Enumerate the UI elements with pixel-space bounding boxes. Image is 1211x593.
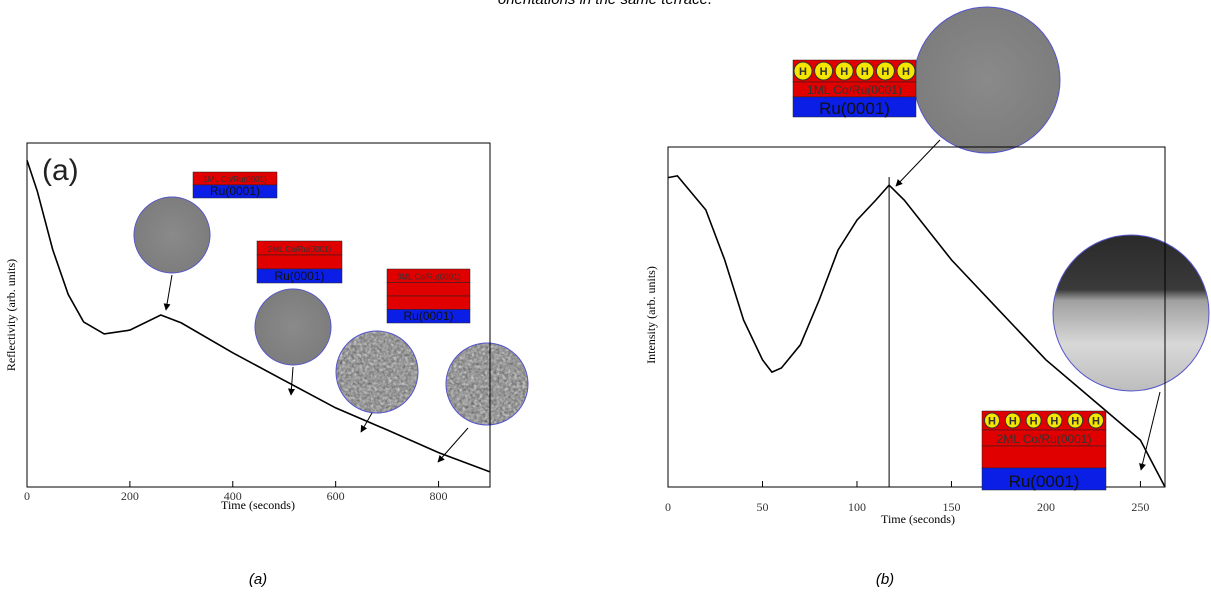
- adsorbate-label: H: [1050, 416, 1058, 428]
- adsorbate: [875, 61, 895, 81]
- adsorbate-label: H: [988, 416, 996, 428]
- x-tick-label: 50: [756, 500, 768, 514]
- plot-frame: [667, 146, 1166, 488]
- data-line: [26, 159, 491, 473]
- layer-label: 3ML Co/Ru(0001): [397, 273, 461, 282]
- arrows: [895, 139, 1161, 471]
- leem-image: [913, 6, 1061, 154]
- adsorbate: [793, 61, 813, 81]
- y-axis-label: Intensity (arb. units): [644, 266, 658, 364]
- x-axis-label: Time (seconds): [881, 512, 955, 526]
- adsorbate: [984, 412, 1000, 429]
- adsorbate-layer: [981, 410, 1107, 431]
- layer-label: 1ML Co/Ru(0001): [203, 175, 267, 184]
- adsorbate: [855, 61, 875, 81]
- ru-layer: [386, 309, 471, 324]
- ru-layer: [192, 184, 278, 199]
- adsorbate: [834, 61, 854, 81]
- layer-label: Ru(0001): [1009, 472, 1080, 491]
- ru-layer: [981, 467, 1107, 491]
- adsorbate-label: H: [902, 66, 910, 78]
- x-tick-label: 600: [327, 489, 345, 503]
- x-tick-label: 150: [942, 500, 960, 514]
- plot-frame: [26, 142, 491, 488]
- x-tick-label: 200: [121, 489, 139, 503]
- adsorbate: [1046, 412, 1063, 429]
- x-tick-label: 400: [224, 489, 242, 503]
- adsorbate: [1004, 412, 1021, 429]
- adsorbate: [1088, 412, 1104, 429]
- image-border: [445, 342, 529, 426]
- co-layer: [386, 295, 471, 310]
- leem-image: [1052, 234, 1210, 392]
- x-axis-label: Time (seconds): [221, 498, 295, 512]
- x-tick-label: 0: [665, 500, 671, 514]
- co-layer: [981, 445, 1107, 469]
- x-tick-label: 100: [848, 500, 866, 514]
- leem-image: [446, 343, 528, 425]
- leem-image: [133, 196, 211, 274]
- subfigure-label: (b): [876, 571, 894, 588]
- ru-layer: [792, 96, 917, 118]
- adsorbate-label: H: [1071, 416, 1079, 428]
- adsorbate-label: H: [820, 66, 828, 78]
- arrows: [163, 274, 469, 463]
- co-layer: [386, 282, 471, 297]
- layer-label: Ru(0001): [403, 309, 453, 323]
- leem-image: [254, 288, 332, 366]
- caption: orientations in the same terrace.: [498, 0, 712, 8]
- adsorbate-label: H: [840, 66, 848, 78]
- panel-label: (a): [42, 154, 79, 187]
- x-tick-label: 800: [430, 489, 448, 503]
- layer-label: 2ML Co/Ru(0001): [268, 245, 332, 254]
- adsorbate: [1025, 412, 1042, 429]
- adsorbate: [896, 61, 916, 81]
- adsorbate-label: H: [799, 66, 807, 78]
- x-tick-label: 250: [1131, 500, 1149, 514]
- data-line: [667, 175, 1166, 488]
- layer-label: Ru(0001): [819, 99, 890, 118]
- image-border: [335, 330, 419, 414]
- adsorbate-label: H: [861, 66, 869, 78]
- adsorbate-label: H: [1092, 416, 1100, 428]
- adsorbate-label: H: [881, 66, 889, 78]
- x-tick-label: 0: [24, 489, 30, 503]
- adsorbate: [814, 61, 834, 81]
- ru-layer: [256, 268, 343, 284]
- subfigure-label: (a): [249, 571, 267, 588]
- adsorbate-label: H: [1030, 416, 1038, 428]
- co-layer: [256, 254, 343, 270]
- layer-label: Ru(0001): [274, 269, 324, 283]
- leem-image: [336, 331, 418, 413]
- layer-label: 1ML Co/Ru(0001): [807, 83, 902, 97]
- y-axis-label: Reflectivity (arb. units): [4, 259, 18, 371]
- x-tick-label: 200: [1037, 500, 1055, 514]
- adsorbate-label: H: [1009, 416, 1017, 428]
- adsorbate: [1067, 412, 1084, 429]
- layer-label: Ru(0001): [210, 184, 260, 198]
- layer-label: 2ML Co/Ru(0001): [997, 432, 1092, 446]
